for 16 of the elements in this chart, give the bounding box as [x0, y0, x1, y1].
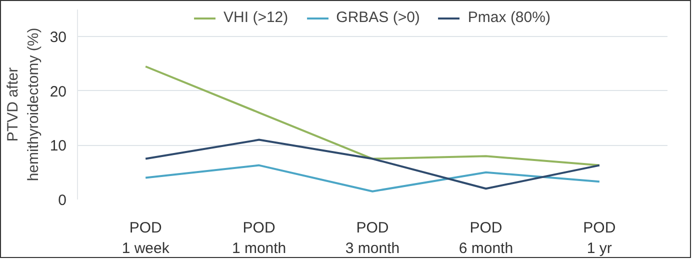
line-series [144, 164, 600, 192]
legend-label: GRBAS (>0) [336, 9, 420, 26]
y-tick-label: 20 [50, 83, 67, 100]
legend-label: VHI (>12) [224, 9, 288, 26]
x-tick-label: POD 1 yr [583, 220, 616, 257]
legend-label: Pmax (80%) [468, 9, 550, 26]
y-axis-title: PTVD after hemithyroidectomy (%) [4, 28, 42, 182]
x-tick-label: POD 3 month [345, 220, 400, 257]
line-series [144, 66, 600, 166]
x-tick-label: POD 1 week [122, 220, 170, 257]
x-tick-label: POD 1 month [232, 220, 286, 257]
x-tick-label: POD 6 month [458, 220, 514, 257]
y-tick-label: 10 [50, 138, 67, 155]
y-tick-label: 30 [50, 29, 67, 46]
y-tick-label: 0 [58, 192, 66, 209]
line-series [144, 138, 600, 190]
